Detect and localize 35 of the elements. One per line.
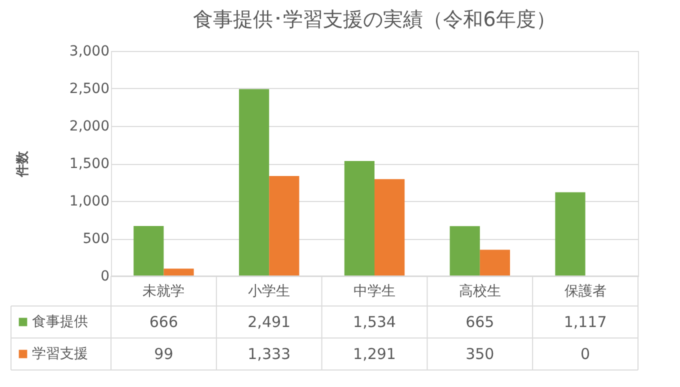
data-label: 99: [154, 345, 174, 363]
x-tick-label: 小学生: [248, 284, 290, 300]
data-label: 1,333: [248, 345, 291, 363]
y-tick-label: 2,500: [69, 81, 110, 97]
bar: [374, 179, 405, 276]
data-label: 350: [466, 345, 494, 363]
y-tick-label: 1,000: [69, 194, 110, 210]
y-tick-label: 3,000: [69, 44, 110, 60]
x-tick-label: 保護者: [564, 284, 606, 300]
data-label: 2,491: [248, 313, 291, 331]
bar: [134, 226, 164, 276]
data-label: 1,534: [353, 313, 396, 331]
y-tick-label: 500: [82, 231, 110, 247]
bar: [450, 226, 480, 276]
legend-label: 食事提供: [32, 314, 88, 330]
bar: [164, 268, 194, 276]
y-tick-label: 1,500: [69, 156, 110, 172]
data-label: 0: [580, 345, 590, 363]
bar: [238, 89, 270, 276]
x-tick-label: 高校生: [458, 284, 501, 300]
bar: [269, 176, 300, 276]
x-tick-label: 中学生: [354, 284, 396, 300]
data-label: 666: [149, 313, 178, 331]
bar: [555, 192, 586, 276]
bar: [344, 160, 374, 276]
y-tick-label: 0: [100, 268, 110, 284]
data-label: 1,291: [353, 345, 396, 363]
data-label: 665: [466, 313, 494, 331]
y-axis-title: 件数: [15, 150, 30, 178]
data-label: 1,117: [564, 313, 607, 331]
chart-title: 食事提供･学習支援の実績（令和6年度）: [193, 7, 556, 31]
y-tick-label: 2,000: [69, 118, 110, 134]
legend-label: 学習支援: [32, 346, 88, 362]
x-tick-label: 未就学: [142, 284, 185, 300]
bar: [480, 250, 510, 276]
